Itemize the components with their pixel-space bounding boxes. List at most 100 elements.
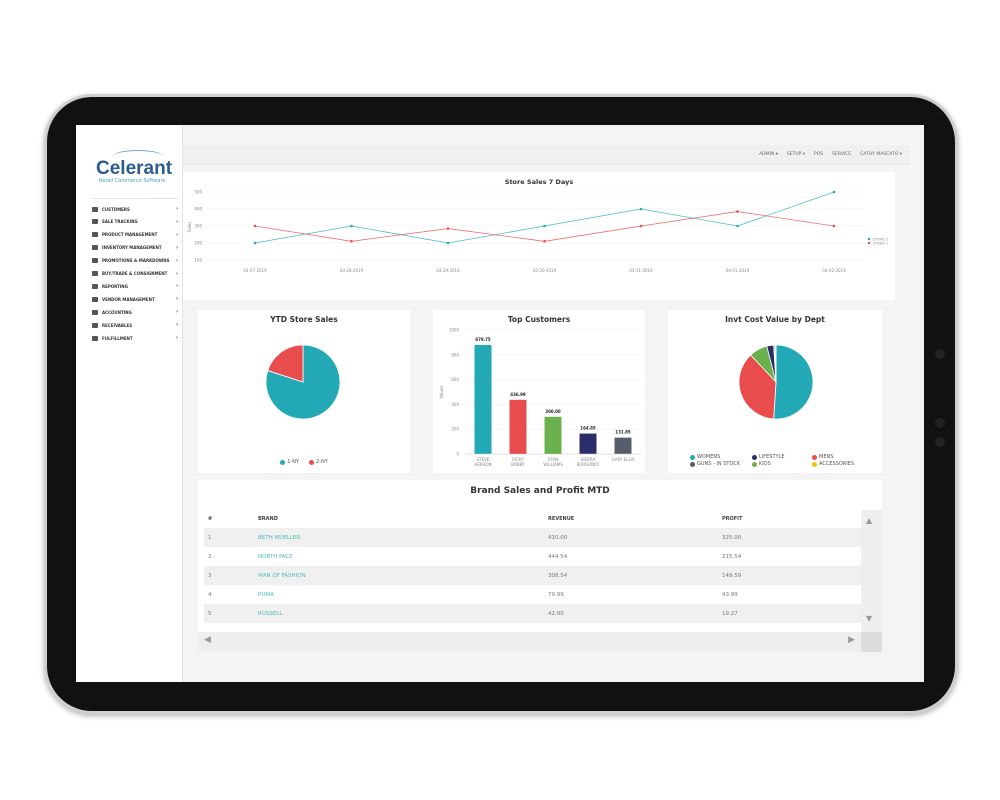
setup-menu[interactable]: SETUP ▾ [786,152,806,157]
pie-slice [738,354,777,420]
pie-slice [267,344,304,383]
x-tick-label: BURGUNDY [577,462,600,467]
brand-cell[interactable]: NORTH FACE [258,553,293,560]
col-header-brand[interactable]: BRAND [258,515,278,522]
data-point [543,224,546,228]
chart-title: Store Sales 7 Days [504,178,574,186]
x-tick-label: 04-02-2019 [822,268,846,273]
x-tick-label: 03-27-2019 [243,268,267,273]
revenue-cell: 79.99 [548,591,564,598]
sidebar [76,125,183,682]
rank-cell: 3 [204,566,254,585]
sidebar-item[interactable]: FULFILLMENT › [92,333,178,343]
sidebar-item[interactable]: CUSTOMERS › [92,204,178,214]
menu-item-icon [92,322,98,328]
legend-label: LIFESTYLE [759,454,785,460]
legend-item[interactable]: WOMENS [690,454,752,460]
scroll-down-icon[interactable]: ▼ [866,614,873,623]
brand-cell[interactable]: MAN OF FASHION [254,566,544,585]
chevron-right-icon: › [175,335,178,341]
table-row[interactable]: 2 NORTH FACE 444.54 215.54 [204,547,861,566]
y-axis-label: Sales [187,222,192,233]
sidebar-item[interactable]: PRODUCT MANAGEMENT › [92,230,178,240]
sidebar-item[interactable]: REPORTING › [92,281,178,291]
table-row[interactable]: 5 RUSSELL 42.00 19.27 [204,604,861,623]
service-link[interactable]: SERVICE [832,152,852,157]
data-point [639,224,643,228]
bar-chart: 1000 800 600 400 200 0 Values 879.75 STEVEHERRON… [439,328,641,467]
sidebar-item[interactable]: VENDOR MANAGEMENT › [92,294,178,304]
chevron-right-icon: › [175,231,178,238]
legend-label: WOMENS [697,454,721,460]
top-customers-panel: Top Customers 1000 800 600 400 200 0 Values 879… [433,310,645,473]
tablet-button [935,349,945,359]
menu-item-icon [92,271,98,276]
sidebar-item-label: ACCOUNTING [102,309,132,315]
legend-item[interactable]: ACCESSORIES [812,461,870,467]
sidebar-item[interactable]: INVENTORY MANAGEMENT › [92,243,178,253]
menu-item-icon [92,219,98,225]
data-point [253,224,257,228]
y-tick-label: 400 [451,402,459,407]
legend-item[interactable]: 2-NY [309,459,328,465]
x-tick-label: SIERRA [581,457,596,462]
x-tick-label: RICKY [512,457,524,462]
brand-cell[interactable]: RUSSELL [254,604,544,623]
brand-cell[interactable]: BETH MUELLER [254,528,544,547]
legend-item[interactable]: 1-NY [280,459,299,465]
horizontal-scrollbar[interactable]: ◀ ▶ [198,632,861,652]
brand-cell[interactable]: PUMA [258,591,274,598]
col-header-profit[interactable]: PROFIT [722,515,743,522]
scroll-up-icon[interactable]: ▲ [866,516,873,525]
data-label: 164.85 [580,426,596,431]
y-tick-label: 500 [194,190,202,195]
sidebar-item-label: PROMOTIONS & MARKDOWNS [102,258,170,264]
vertical-scrollbar[interactable]: ▲ ▼ [861,510,882,632]
y-tick-label: 600 [451,377,459,382]
y-tick-label: 1000 [449,328,460,333]
tablet-button [935,437,945,447]
logo: Celerant [96,158,173,179]
col-header-rank[interactable]: # [208,515,213,522]
bar [579,433,597,454]
invt-cost-panel: Invt Cost Value by Dept WOMENS MENS KIDS LI… [668,310,882,473]
legend-item[interactable]: MENS [812,454,870,460]
profit-cell: 215.54 [722,553,742,560]
line-chart: 500 400 300 200 100 Sales 03-27-2019 03-28-2019… [187,190,888,274]
sidebar-item-label: RECEIVABLES [102,322,133,328]
table-title: Brand Sales and Profit MTD [470,486,610,496]
table-row[interactable]: 3 MAN OF FASHION 308.54 149.59 [204,566,861,585]
data-point [736,210,739,213]
col-header-revenue[interactable]: REVENUE [548,515,575,522]
legend-item[interactable]: LIFESTYLE [752,454,812,460]
admin-menu[interactable]: ADMIN ▾ [759,152,778,157]
profit-cell: 19.27 [718,604,861,623]
sidebar-item[interactable]: RECEIVABLES › [92,320,178,330]
x-tick-label: HERRON [474,462,491,467]
ytd-store-sales-panel: YTD Store Sales 1-NY 2-NY [198,310,410,473]
store-sales-panel: Store Sales 7 Days 500 400 300 200 100 Sales 0… [183,172,895,300]
data-point [543,240,546,243]
data-point [736,224,739,228]
table-row[interactable]: 1 BETH MUELLER 410.00 325.00 [204,528,861,547]
scroll-right-icon[interactable]: ▶ [848,635,855,645]
sidebar-item[interactable]: BUY/TRADE & CONSIGNMENT › [92,269,178,279]
scroll-left-icon[interactable]: ◀ [204,635,211,645]
pos-link[interactable]: POS [814,152,824,157]
sidebar-item-label: BUY/TRADE & CONSIGNMENT [102,271,168,276]
menu-item-icon [92,206,98,212]
sidebar-item[interactable]: PROMOTIONS & MARKDOWNS › [92,256,178,266]
y-tick-label: 200 [451,427,459,432]
pie-slice [774,344,777,383]
user-menu[interactable]: CATHY MASCATO ▾ [860,152,902,157]
rank-cell: 4 [208,591,212,598]
legend-item[interactable]: GUNS - IN STOCK [690,461,752,467]
sidebar-item[interactable]: ACCOUNTING › [92,307,178,317]
x-tick-label: STEVE [477,457,490,462]
table-row[interactable]: 4 PUMA 79.99 43.99 [204,585,861,604]
legend-item[interactable]: KIDS [752,461,812,467]
legend-label: MENS [819,454,834,460]
legend-label: KIDS [759,461,771,467]
x-tick-label: BOBBY [511,462,525,467]
sidebar-item[interactable]: SALE TRACKING › [92,217,178,227]
